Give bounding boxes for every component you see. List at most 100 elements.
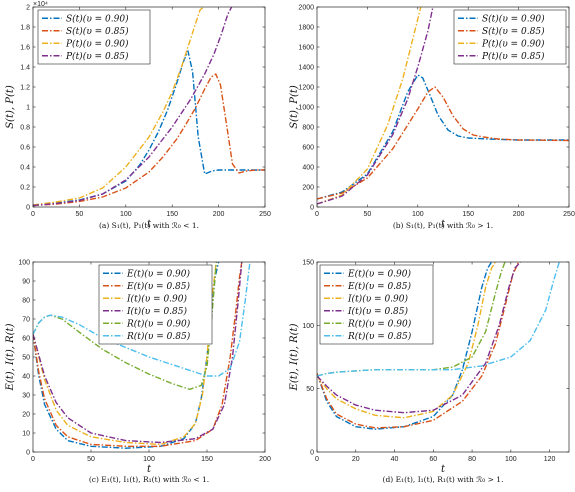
x-tick-label: 150 [166,211,178,218]
series-line-0 [33,262,220,449]
y-tick-label: 100 [18,260,30,267]
series-lines [33,7,265,207]
series-line-3 [317,262,522,414]
y-tick-label: 0 [26,450,30,457]
y-tick-label: 2000 [298,5,314,12]
y-tick-label: 1 [26,105,30,112]
series-line-2 [33,7,205,206]
x-tick-label: 0 [315,456,319,463]
legend-entry: S(t)(υ = 0.85) [66,26,129,37]
series-lines [33,262,251,449]
legend-entry: I(t)(υ = 0.85) [126,306,187,317]
x-axis-label: t [441,219,446,230]
x-tick-label: 250 [563,211,575,218]
series-line-2 [33,262,217,446]
x-tick-label: 50 [87,456,95,463]
panel-b: 0 50 100 150 200 250 0 200 400 600 800 1000 1200 1400… [289,5,575,231]
x-tick-label: 120 [544,456,556,463]
y-tick-label: 1.8 [20,25,30,32]
x-tick-label: 100 [120,211,132,218]
y-tick-label: 0.8 [20,125,30,132]
y-tick-label: 10 [22,431,30,438]
series-line-2 [317,262,496,419]
panel-caption: (d) E₁(t), I₁(t), R₁(t) with ℛ₀ > 1. [383,475,504,484]
x-tick-label: 80 [468,456,476,463]
panel-a: 0 50 100 150 200 250 0 0.2 0.4 0.6 0.8 1 1.2 1.4 1.6 1.… [5,1,271,230]
y-tick-label: 1.6 [20,45,30,52]
y-axis-label: E(t), I(t), R(t) [289,323,300,391]
legend: E(t)(υ = 0.90) E(t)(υ = 0.85)I(t)(υ = 0.9… [319,264,434,345]
legend-entry: S(t)(υ = 0.85) [482,26,545,37]
y-tick-label: 100 [302,323,314,330]
x-tick-label: 0 [31,211,35,218]
y-tick-label: 400 [302,165,314,172]
legend-entry: R(t)(υ = 0.90) [347,318,412,329]
y-tick-label: 1000 [298,105,314,112]
y-tick-label: 1400 [298,65,314,72]
series-line-4 [33,262,217,390]
y-tick-label: 40 [22,374,30,381]
series-line-2 [317,7,422,205]
panel-d: 0 20 40 60 80 100 120 0 50 100 150 t E(t), I(t), R(t… [289,260,570,484]
series-lines [317,7,569,205]
y-tick-label: 20 [22,412,30,419]
y-tick-label: 1200 [298,85,314,92]
x-tick-label: 20 [352,456,360,463]
y-tick-label: 1.2 [20,85,30,92]
x-axis-label: t [147,464,152,475]
x-tick-label: 150 [462,211,474,218]
panel-caption: (c) E₁(t), I₁(t), R₁(t) with ℛ₀ < 1. [89,475,209,484]
y-tick-label: 0.4 [20,165,30,172]
legend-entry: I(t)(υ = 0.90) [347,293,408,304]
y-tick-label: 0.6 [20,145,30,152]
y-tick-label: 1800 [298,25,314,32]
legend-box [319,264,434,345]
legend-entry: I(t)(υ = 0.90) [126,293,187,304]
x-tick-label: 250 [259,211,271,218]
legend-entry: P(t)(υ = 0.90) [65,38,129,49]
legend-entry: P(t)(υ = 0.90) [481,38,545,49]
y-axis-label: S(t), P(t) [5,85,16,129]
y-tick-label: 0 [310,205,314,212]
x-tick-label: 100 [143,456,155,463]
x-tick-label: 200 [259,456,271,463]
x-tick-label: 200 [213,211,225,218]
x-axis-label: t [147,219,152,230]
y-tick-label: 200 [302,185,314,192]
x-tick-label: 50 [364,211,372,218]
panel-caption: (a) S₁(t), P₁(t) with ℛ₀ < 1. [99,221,199,230]
x-axis-label: t [441,464,446,475]
legend: E(t)(υ = 0.90) E(t)(υ = 0.85)I(t)(υ = 0.9… [98,264,213,345]
y-tick-label: 1600 [298,45,314,52]
y-tick-label: 50 [22,355,30,362]
legend-box [453,9,567,65]
y-tick-label: 30 [22,393,30,400]
series-line-0 [33,50,265,206]
y-tick-label: 60 [22,336,30,343]
y-tick-label: 90 [22,279,30,286]
y-multiplier: ×10⁴ [33,1,48,8]
x-tick-label: 0 [31,456,35,463]
x-tick-label: 60 [429,456,437,463]
y-tick-label: 600 [302,145,314,152]
series-lines [317,262,560,430]
legend-entry: S(t)(υ = 0.90) [66,13,129,24]
series-line-1 [33,73,265,207]
y-tick-label: 800 [302,125,314,132]
y-tick-label: 0 [26,205,30,212]
legend-entry: E(t)(υ = 0.85) [126,281,190,292]
x-tick-label: 100 [412,211,424,218]
x-tick-label: 150 [201,456,213,463]
legend-entry: P(t)(υ = 0.85) [481,51,545,62]
series-line-3 [33,262,243,444]
legend-box [98,264,213,345]
panel-caption: (b) S₁(t), P₁(t) with ℛ₀ > 1. [393,221,493,230]
series-line-0 [317,74,569,200]
series-line-3 [317,7,434,205]
legend-entry: E(t)(υ = 0.85) [347,281,411,292]
y-tick-label: 80 [22,298,30,305]
y-tick-label: 150 [302,260,314,267]
legend-entry: E(t)(υ = 0.90) [347,268,411,279]
legend-entry: R(t)(υ = 0.85) [347,331,412,342]
